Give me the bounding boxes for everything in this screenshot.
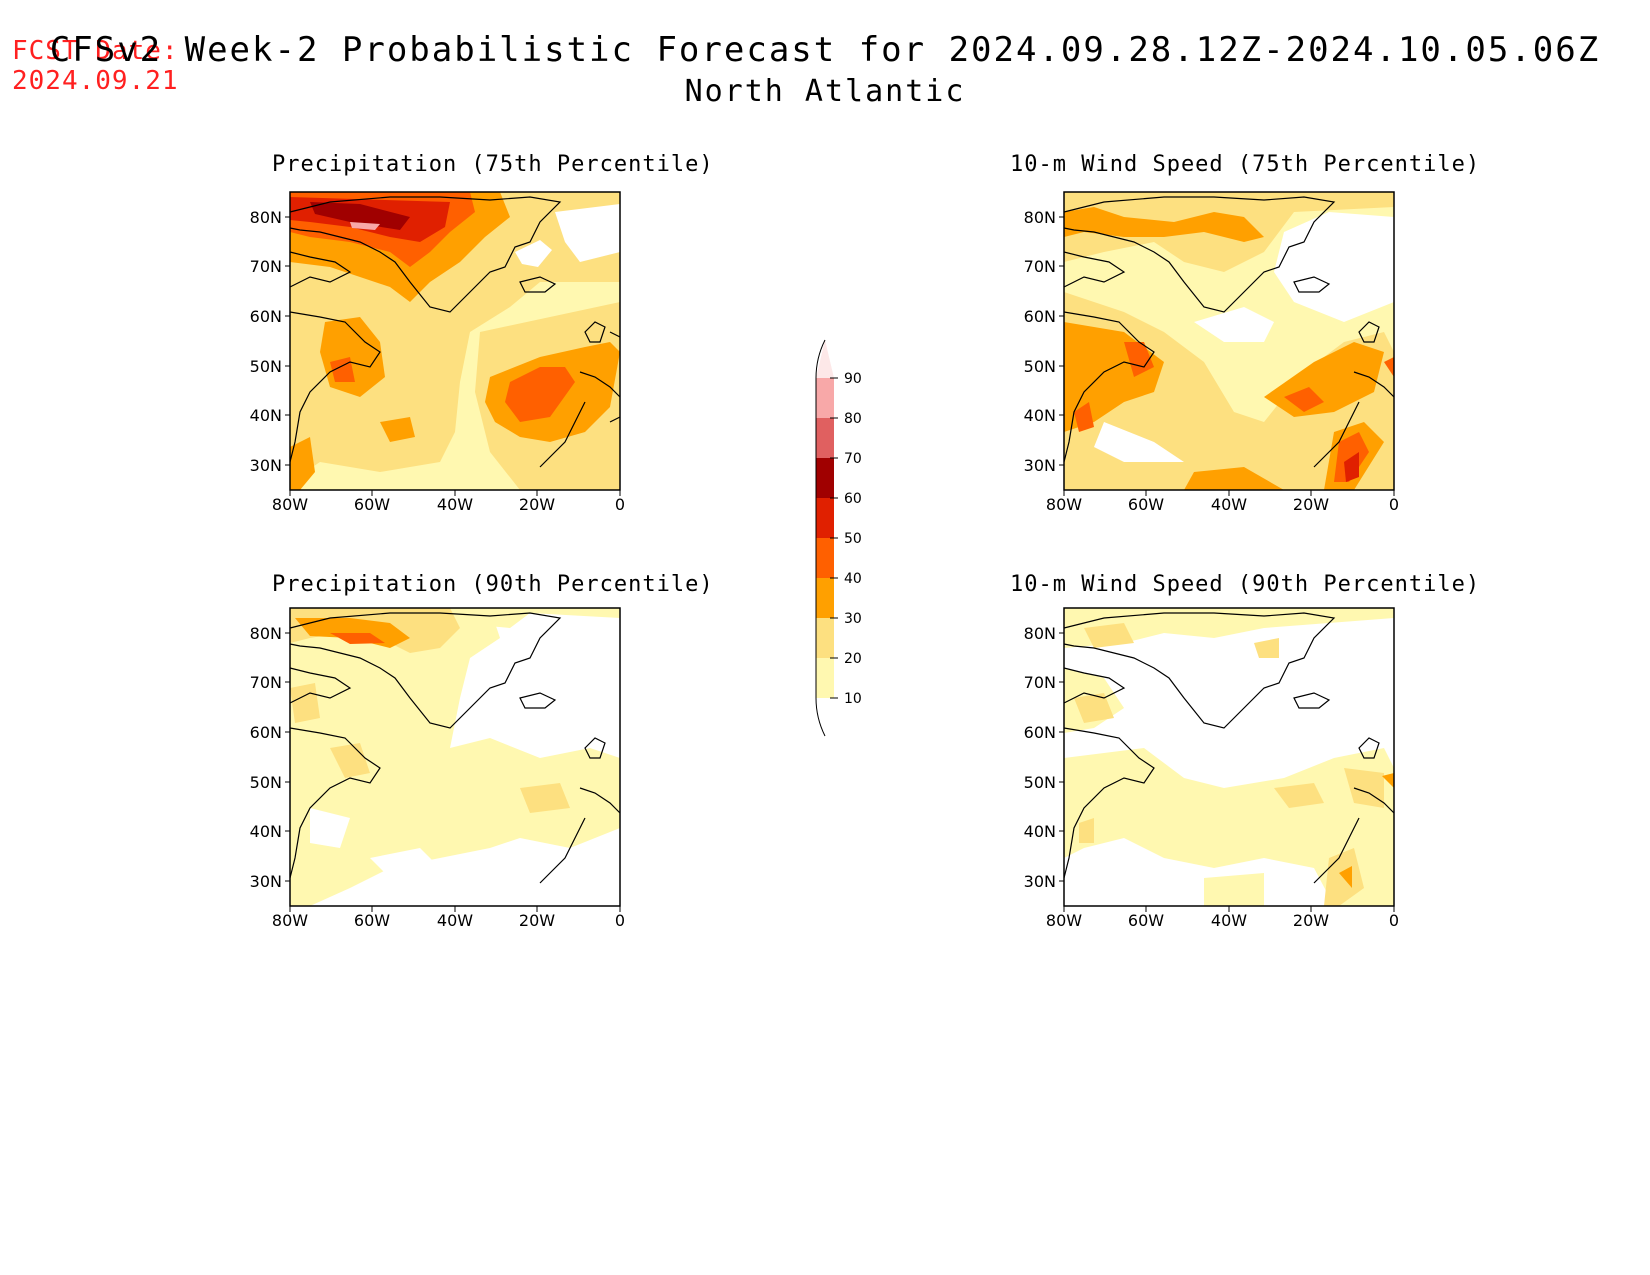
lat-tick-label: 70N (1024, 673, 1056, 692)
fcst-date-label: FCST Date: (12, 36, 179, 66)
colorbar-label: 80 (844, 411, 862, 427)
colorbar-swatch (816, 458, 834, 498)
lat-tick-label: 50N (1024, 773, 1056, 792)
colorbar-label: 60 (844, 491, 862, 507)
lat-tick-label: 30N (1024, 456, 1056, 475)
lat-tick-label: 30N (250, 456, 282, 475)
lon-tick-label: 0 (615, 495, 625, 514)
colorbar: 90 80 70 60 50 40 30 20 10 (815, 339, 862, 737)
lat-tick-label: 50N (1024, 357, 1056, 376)
colorbar-label: 40 (844, 571, 862, 587)
lat-tick-label: 40N (1024, 822, 1056, 841)
lat-tick-label: 40N (250, 822, 282, 841)
lon-tick-label: 20W (1293, 911, 1329, 930)
colorbar-swatch (816, 378, 834, 418)
lat-tick-label: 80N (1024, 208, 1056, 227)
map-panel-wind-75 (1063, 191, 1395, 491)
colorbar-edge (815, 339, 826, 737)
lat-tick-label: 40N (250, 406, 282, 425)
colorbar-label: 70 (844, 451, 862, 467)
page-subtitle: North Atlantic (684, 74, 966, 109)
colorbar-swatch (816, 538, 834, 578)
lon-tick-label: 0 (1389, 911, 1399, 930)
colorbar-swatch (816, 498, 834, 538)
colorbar-label: 50 (844, 531, 862, 547)
map-panel-precip-90 (289, 607, 621, 907)
lon-tick-label: 0 (1389, 495, 1399, 514)
colorbar-label: 10 (844, 691, 862, 707)
lat-tick-label: 70N (1024, 257, 1056, 276)
lat-tick-label: 60N (250, 723, 282, 742)
map-panel-wind-90 (1063, 607, 1395, 907)
lon-tick-label: 60W (1128, 495, 1164, 514)
colorbar-top-cap (816, 340, 834, 378)
lat-tick-label: 30N (250, 872, 282, 891)
lon-tick-label: 80W (272, 911, 308, 930)
panel-title-wind-90: 10-m Wind Speed (90th Percentile) (1010, 572, 1481, 597)
colorbar-bottom-cap (816, 698, 834, 736)
lat-tick-label: 60N (1024, 307, 1056, 326)
lat-tick-label: 70N (250, 673, 282, 692)
colorbar-swatch (816, 658, 834, 698)
fcst-date-value: 2024.09.21 (12, 66, 179, 96)
colorbar-swatch (816, 618, 834, 658)
lon-tick-label: 40W (437, 911, 473, 930)
lat-tick-label: 50N (250, 773, 282, 792)
panel-title-precip-90: Precipitation (90th Percentile) (272, 572, 714, 597)
panel-title-precip-75: Precipitation (75th Percentile) (272, 152, 714, 177)
lat-tick-label: 80N (250, 208, 282, 227)
lat-tick-label: 50N (250, 357, 282, 376)
lon-tick-label: 20W (519, 911, 555, 930)
lon-tick-label: 80W (272, 495, 308, 514)
colorbar-swatch (816, 418, 834, 458)
lat-tick-label: 30N (1024, 872, 1056, 891)
lon-tick-label: 60W (354, 911, 390, 930)
colorbar-label: 30 (844, 611, 862, 627)
lat-tick-label: 70N (250, 257, 282, 276)
lon-tick-label: 40W (1211, 911, 1247, 930)
lon-tick-label: 40W (1211, 495, 1247, 514)
lon-tick-label: 20W (1293, 495, 1329, 514)
lat-tick-label: 80N (250, 624, 282, 643)
lon-tick-label: 0 (615, 911, 625, 930)
map-axis-labels: 80N 70N 60N 50N 40N 30N 80W 60W 40W 20W 0 80N 70N 60N… (250, 208, 1399, 930)
lat-tick-label: 60N (250, 307, 282, 326)
colorbar-label: 90 (844, 371, 862, 387)
panel-title-wind-75: 10-m Wind Speed (75th Percentile) (1010, 152, 1481, 177)
colorbar-swatch (816, 578, 834, 618)
lon-tick-label: 20W (519, 495, 555, 514)
page-title: CFSv2 Week-2 Probabilistic Forecast for … (49, 30, 1601, 70)
colorbar-label: 20 (844, 651, 862, 667)
lon-tick-label: 40W (437, 495, 473, 514)
lat-tick-label: 80N (1024, 624, 1056, 643)
lon-tick-label: 60W (354, 495, 390, 514)
map-panel-precip-75 (289, 191, 621, 491)
lon-tick-label: 80W (1046, 495, 1082, 514)
lat-tick-label: 60N (1024, 723, 1056, 742)
lon-tick-label: 60W (1128, 911, 1164, 930)
lat-tick-label: 40N (1024, 406, 1056, 425)
lon-tick-label: 80W (1046, 911, 1082, 930)
